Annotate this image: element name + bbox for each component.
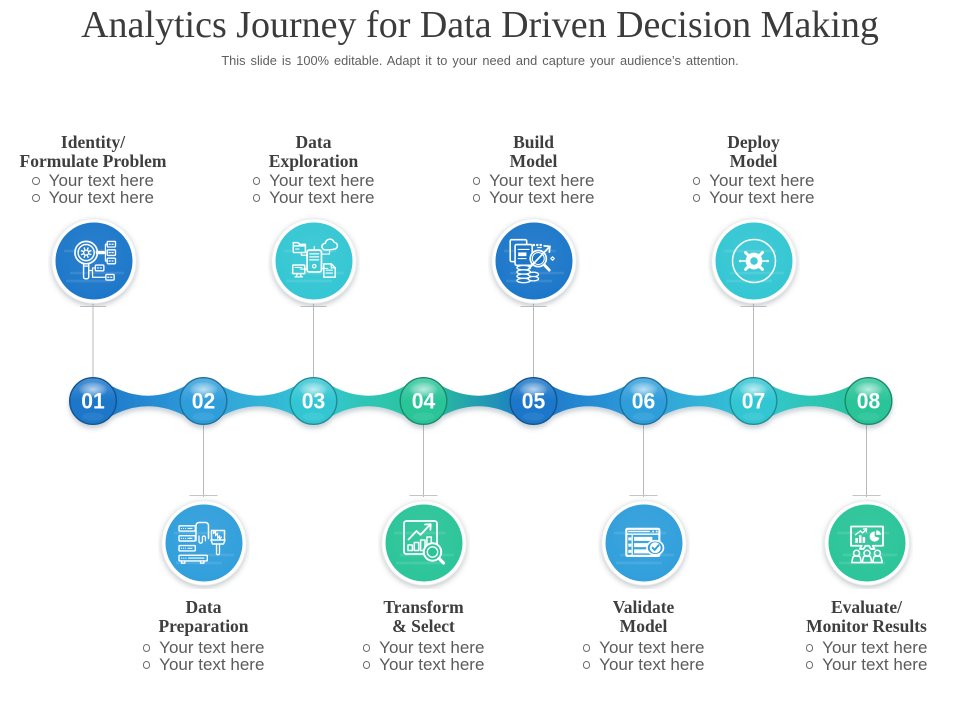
svg-text:07: 07 <box>742 389 766 414</box>
svg-text:04: 04 <box>412 389 436 414</box>
svg-text:02: 02 <box>192 389 216 414</box>
svg-text:06: 06 <box>632 389 656 414</box>
svg-text:05: 05 <box>522 389 546 414</box>
svg-text:08: 08 <box>857 389 881 414</box>
svg-text:03: 03 <box>302 389 326 414</box>
svg-text:01: 01 <box>81 389 105 414</box>
